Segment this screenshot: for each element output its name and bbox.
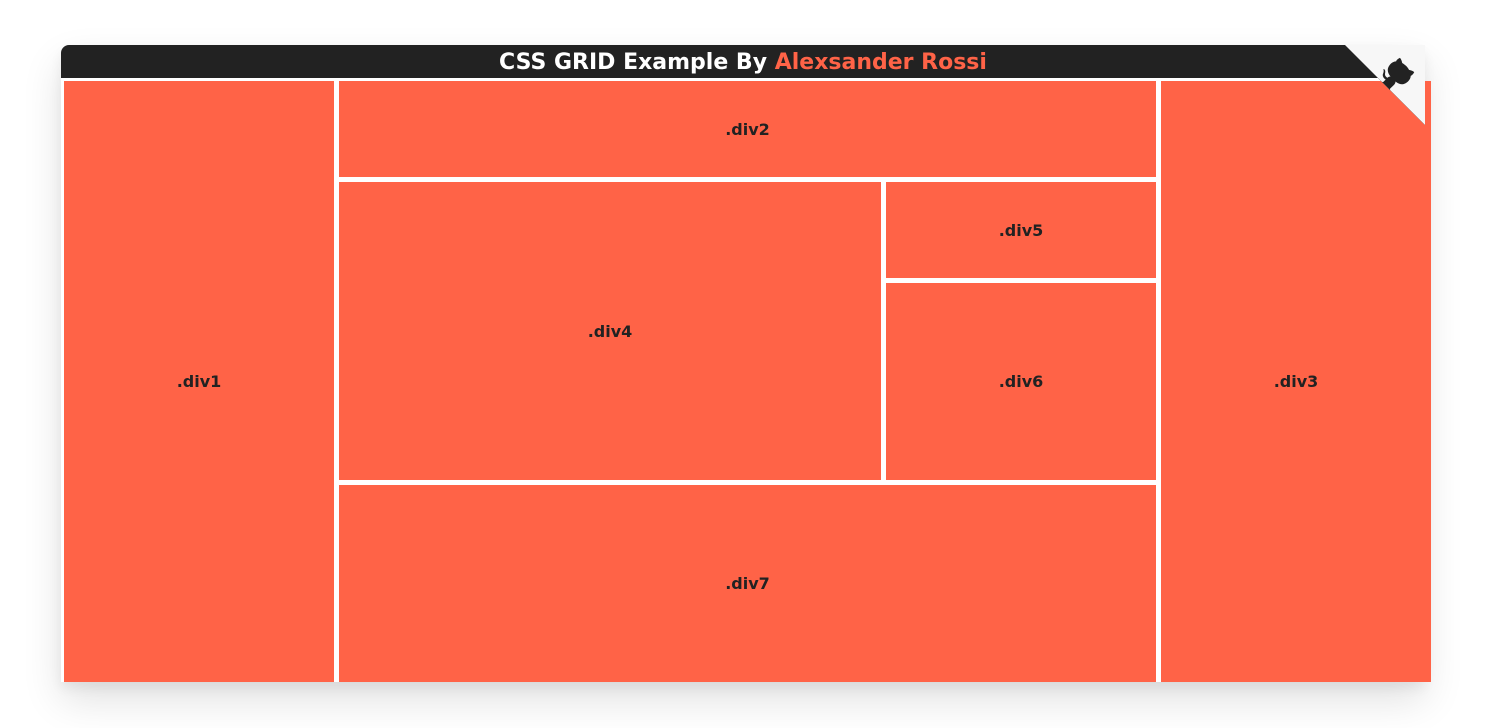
grid-cell-div1: .div1: [64, 81, 334, 682]
github-octocat-icon: [1345, 45, 1425, 125]
grid-cell-div7: .div7: [339, 485, 1156, 682]
grid-cell-div6: .div6: [886, 283, 1156, 480]
grid-cell-div5: .div5: [886, 182, 1156, 278]
page-header: CSS GRID Example By Alexsander Rossi: [61, 45, 1425, 78]
grid-cell-div3: .div3: [1161, 81, 1431, 682]
css-grid-container: .div1 .div2 .div3 .div4 .div5 .div6 .div…: [61, 78, 1431, 682]
header-author: Alexsander Rossi: [774, 50, 987, 75]
grid-cell-div2: .div2: [339, 81, 1156, 177]
grid-cell-div4: .div4: [339, 182, 881, 480]
grid-card: CSS GRID Example By Alexsander Rossi .di…: [61, 45, 1431, 682]
github-corner-link[interactable]: [1345, 45, 1425, 125]
header-title-prefix: CSS GRID Example By: [499, 50, 775, 75]
